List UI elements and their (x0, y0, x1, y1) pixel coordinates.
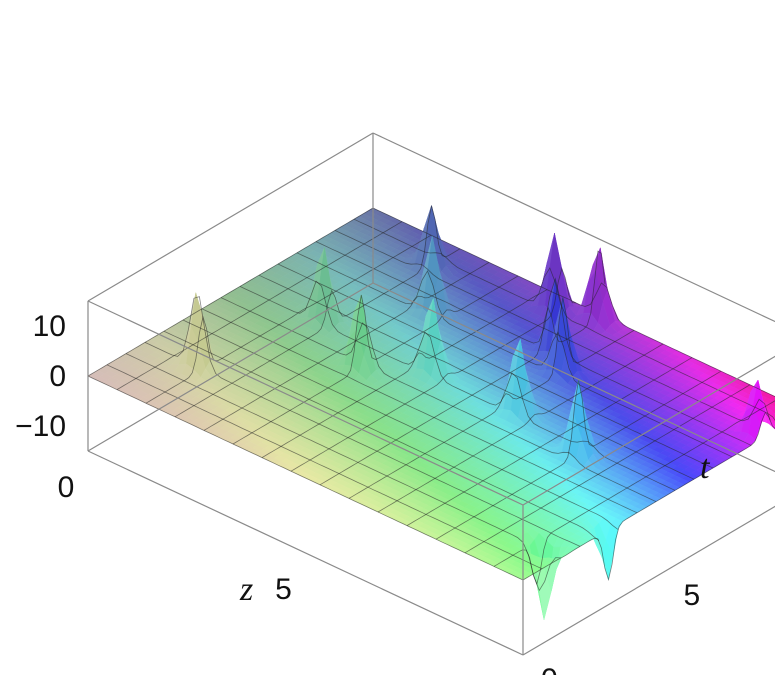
box-edge (522, 355, 775, 506)
mesh-line (261, 289, 548, 458)
z-tick-label: 10 (33, 310, 66, 343)
mesh-line (182, 319, 619, 530)
mesh-line (258, 274, 695, 480)
mesh-line (201, 308, 638, 514)
box-edge (522, 505, 775, 656)
tick-labels: 05100510100−10 (15, 310, 701, 675)
y-tick-label: 5 (684, 579, 701, 612)
mesh-line (315, 241, 752, 446)
mesh-line (435, 370, 722, 540)
mesh-line (277, 263, 714, 469)
mesh-line (290, 267, 577, 472)
mesh-line (116, 221, 403, 390)
box-edge (372, 132, 775, 323)
z-tick-label: 0 (49, 360, 66, 393)
box-edge (87, 132, 374, 302)
bounding-box (87, 132, 775, 656)
x-axis-label: z (239, 571, 253, 608)
z-tick-label: −10 (15, 410, 66, 443)
mesh-line (348, 297, 635, 499)
box-edge (87, 300, 524, 506)
mesh-line (174, 205, 461, 418)
mesh-line (372, 207, 775, 397)
mesh-line (203, 262, 490, 431)
mesh-line (125, 353, 562, 592)
mesh-line (87, 375, 524, 581)
mesh-line (145, 234, 432, 404)
x-tick-label: 5 (275, 573, 292, 606)
mesh-line (406, 357, 693, 526)
box-edge (87, 282, 374, 452)
box-edge (372, 282, 775, 473)
mesh-line (220, 297, 657, 502)
surface-patch (771, 408, 775, 414)
mesh-line (353, 218, 775, 421)
surface-layer (87, 204, 775, 620)
mesh-line (522, 411, 775, 582)
mesh-line (239, 280, 676, 491)
mesh-line (464, 384, 751, 554)
mesh-line (232, 275, 519, 445)
mesh-line (87, 207, 374, 377)
mesh-line (296, 252, 733, 458)
mesh-line (334, 230, 771, 422)
box-edge (87, 450, 524, 656)
mesh-line (377, 343, 664, 513)
mesh-line (163, 330, 600, 541)
y-tick-label: 0 (541, 663, 558, 675)
y-axis-label: t (700, 449, 711, 486)
mesh-line (106, 364, 543, 570)
mesh-line (493, 400, 775, 586)
x-tick-label: 0 (58, 471, 75, 504)
